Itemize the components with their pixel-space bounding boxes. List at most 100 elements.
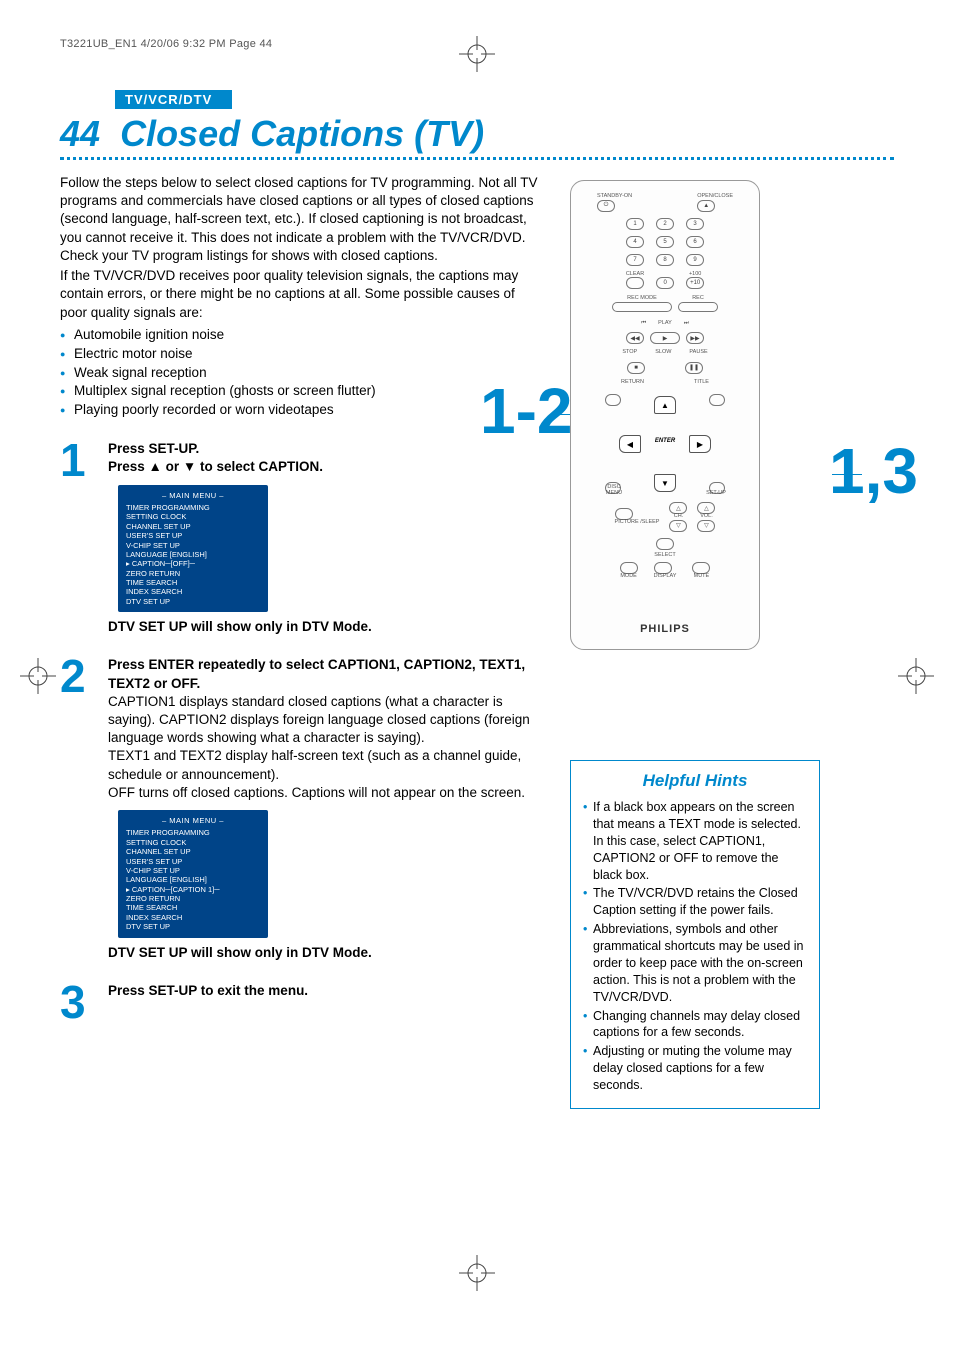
- cause-item: Playing poorly recorded or worn videotap…: [60, 401, 540, 420]
- menu-row: LANGUAGE [ENGLISH]: [126, 875, 260, 884]
- display-label: DISPLAY: [654, 574, 677, 580]
- mute-label: MUTE: [692, 574, 710, 580]
- menu-row-selected: CAPTION─[CAPTION 1]─: [126, 885, 260, 894]
- setup-label: SET-UP: [701, 491, 731, 497]
- stop-label: STOP: [622, 350, 637, 356]
- ch-label: CH.: [669, 514, 687, 520]
- cause-item: Weak signal reception: [60, 364, 540, 383]
- menu-row: LANGUAGE [ENGLISH]: [126, 550, 260, 559]
- hints-title: Helpful Hints: [583, 771, 807, 791]
- crop-mark-right: [898, 658, 934, 694]
- num-5-button: 5: [656, 236, 674, 248]
- disc-label: DISC MENU: [599, 485, 629, 496]
- ffwd-button: ▶▶: [686, 332, 704, 344]
- menu-row: INDEX SEARCH: [126, 913, 260, 922]
- intro-text: Follow the steps below to select closed …: [60, 174, 540, 322]
- menu-row: TIME SEARCH: [126, 903, 260, 912]
- hint-item: Changing channels may delay closed capti…: [583, 1008, 807, 1042]
- dtv-note: DTV SET UP will show only in DTV Mode.: [108, 944, 540, 962]
- osd-menu-1: – MAIN MENU – TIMER PROGRAMMING SETTING …: [118, 485, 268, 613]
- step2-p1: CAPTION1 displays standard closed captio…: [108, 693, 540, 748]
- step3-line1: Press SET-UP to exit the menu.: [108, 982, 540, 1000]
- menu-row: TIMER PROGRAMMING: [126, 503, 260, 512]
- recmode-button: [612, 302, 672, 312]
- pause-label: PAUSE: [689, 350, 707, 356]
- menu-row: DTV SET UP: [126, 922, 260, 931]
- menu-row: USER'S SET UP: [126, 531, 260, 540]
- menu-row: TIMER PROGRAMMING: [126, 828, 260, 837]
- open-close-label: OPEN/CLOSE: [697, 194, 733, 200]
- slow-label: SLOW: [655, 350, 671, 356]
- step-2: 2 Press ENTER repeatedly to select CAPTI…: [60, 656, 540, 961]
- picture-label: PICTURE /SLEEP: [615, 520, 660, 526]
- vol-down-button: ▽: [697, 520, 715, 532]
- step2-p3: OFF turns off closed captions. Captions …: [108, 784, 540, 802]
- crop-mark-left: [20, 658, 56, 694]
- rewind-button: ◀◀: [626, 332, 644, 344]
- num-3-button: 3: [686, 218, 704, 230]
- pause-button: ❚❚: [685, 362, 703, 374]
- cause-item: Multiplex signal reception (ghosts or sc…: [60, 382, 540, 401]
- num-0-button: 0: [656, 277, 674, 289]
- dtv-note: DTV SET UP will show only in DTV Mode.: [108, 618, 540, 636]
- enter-label: ENTER: [651, 438, 679, 444]
- nav-pad: ▲ ◀ ENTER ▶ ▼ DISC MENU SET-UP: [605, 394, 725, 494]
- menu-row: V-CHIP SET UP: [126, 541, 260, 550]
- page-heading: Closed Captions (TV): [120, 113, 484, 154]
- step2-p2: TEXT1 and TEXT2 display half-screen text…: [108, 747, 540, 783]
- brand-logo: PHILIPS: [640, 623, 690, 635]
- osd-menu-2: – MAIN MENU – TIMER PROGRAMMING SETTING …: [118, 810, 268, 938]
- step-number: 1: [60, 440, 96, 481]
- num-4-button: 4: [626, 236, 644, 248]
- select-button: [656, 538, 674, 550]
- cause-list: Automobile ignition noise Electric motor…: [60, 326, 540, 420]
- section-tag: TV/VCR/DTV: [115, 90, 232, 109]
- num-8-button: 8: [656, 254, 674, 266]
- menu-row: SETTING CLOCK: [126, 838, 260, 847]
- plus100-label: +100: [686, 272, 704, 278]
- callout-line: [832, 474, 862, 475]
- select-label: SELECT: [654, 553, 675, 559]
- hint-item: The TV/VCR/DVD retains the Closed Captio…: [583, 885, 807, 919]
- callout-steps-1-3: 1,3: [829, 434, 918, 508]
- menu-row: DTV SET UP: [126, 597, 260, 606]
- step-number: 3: [60, 982, 96, 1023]
- callout-steps-1-2: 1-2: [480, 374, 573, 448]
- open-close-button: ▲: [697, 200, 715, 212]
- intro-p1: Follow the steps below to select closed …: [60, 174, 540, 265]
- num-7-button: 7: [626, 254, 644, 266]
- menu-row-selected: CAPTION─[OFF]─: [126, 559, 260, 568]
- menu-row: TIME SEARCH: [126, 578, 260, 587]
- page-title: 44 Closed Captions (TV): [60, 113, 894, 155]
- stop-button: ■: [627, 362, 645, 374]
- skip-fwd-icon: ⏭: [684, 321, 689, 327]
- num-1-button: 1: [626, 218, 644, 230]
- nav-up-button: ▲: [654, 396, 676, 414]
- standby-button: ⏻: [597, 200, 615, 212]
- menu-row: ZERO RETURN: [126, 894, 260, 903]
- cause-item: Electric motor noise: [60, 345, 540, 364]
- title-button: [709, 394, 725, 406]
- standby-label: STANDBY-ON: [597, 194, 632, 200]
- intro-p2: If the TV/VCR/DVD receives poor quality …: [60, 267, 540, 322]
- skip-back-icon: ⏮: [641, 321, 646, 327]
- step-number: 2: [60, 656, 96, 697]
- menu-row: CHANNEL SET UP: [126, 847, 260, 856]
- hint-item: Abbreviations, symbols and other grammat…: [583, 921, 807, 1005]
- menu-row: SETTING CLOCK: [126, 512, 260, 521]
- step1-line2: Press ▲ or ▼ to select CAPTION.: [108, 458, 540, 476]
- title-label: TITLE: [694, 380, 709, 386]
- hint-item: Adjusting or muting the volume may delay…: [583, 1043, 807, 1094]
- step2-line1: Press ENTER repeatedly to select CAPTION…: [108, 656, 540, 692]
- helpful-hints-box: Helpful Hints If a black box appears on …: [570, 760, 820, 1109]
- dotted-rule: [60, 157, 894, 160]
- num-9-button: 9: [686, 254, 704, 266]
- num-6-button: 6: [686, 236, 704, 248]
- step-3: 3 Press SET-UP to exit the menu.: [60, 982, 540, 1023]
- nav-left-button: ◀: [619, 435, 641, 453]
- crop-mark-top: [459, 36, 495, 72]
- recmode-label: REC MODE: [612, 296, 672, 302]
- menu-title: – MAIN MENU –: [126, 491, 260, 500]
- menu-row: INDEX SEARCH: [126, 587, 260, 596]
- play-label: PLAY: [658, 321, 672, 327]
